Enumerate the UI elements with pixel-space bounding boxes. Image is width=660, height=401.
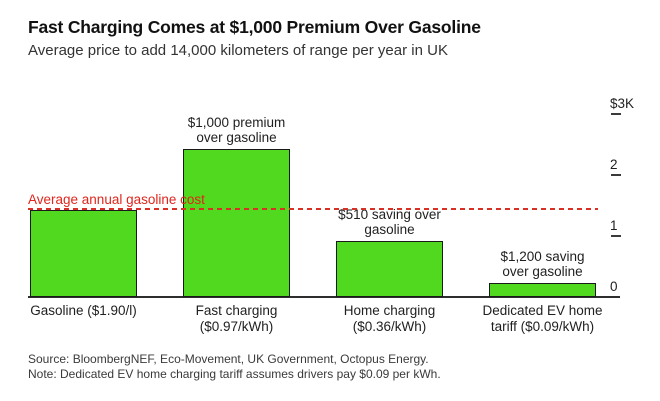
bar-home-charging (336, 240, 443, 297)
y-tick-label-0: 0 (610, 279, 618, 294)
y-tick-mark (611, 113, 621, 115)
y-tick-label-1: 1 (610, 218, 618, 233)
annotation-dedicated-ev-home-tariff: $1,200 saving over gasoline (500, 248, 585, 280)
annotation-home-charging: $510 saving over gasoline (338, 206, 441, 238)
x-label-home-charging: Home charging ($0.36/kWh) (343, 303, 436, 334)
y-tick-label-3k: $3K (610, 96, 635, 111)
note-text: Note: Dedicated EV home charging tariff … (28, 367, 441, 381)
x-axis-baseline (28, 296, 620, 298)
y-tick-label-2: 2 (610, 157, 618, 172)
source-text: Source: BloombergNEF, Eco-Movement, UK G… (28, 352, 429, 366)
x-label-dedicated-ev-home-tariff: Dedicated EV home tariff ($0.09/kWh) (482, 303, 603, 334)
x-label-fast-charging: Fast charging ($0.97/kWh) (195, 303, 278, 334)
reference-line-label: Average annual gasoline cost (28, 191, 205, 207)
annotation-fast-charging: $1,000 premium over gasoline (187, 114, 286, 146)
bar-fast-charging (183, 148, 290, 297)
x-label-gasoline: Gasoline ($1.90/l) (30, 303, 137, 318)
bar-gasoline (30, 209, 137, 297)
bar-dedicated-ev-home-tariff (489, 282, 596, 297)
y-tick-mark (611, 235, 621, 237)
chart-title: Fast Charging Comes at $1,000 Premium Ov… (28, 17, 481, 37)
chart-subtitle: Average price to add 14,000 kilometers o… (28, 42, 448, 59)
reference-dashed-line (28, 207, 598, 210)
y-tick-mark (611, 174, 621, 176)
